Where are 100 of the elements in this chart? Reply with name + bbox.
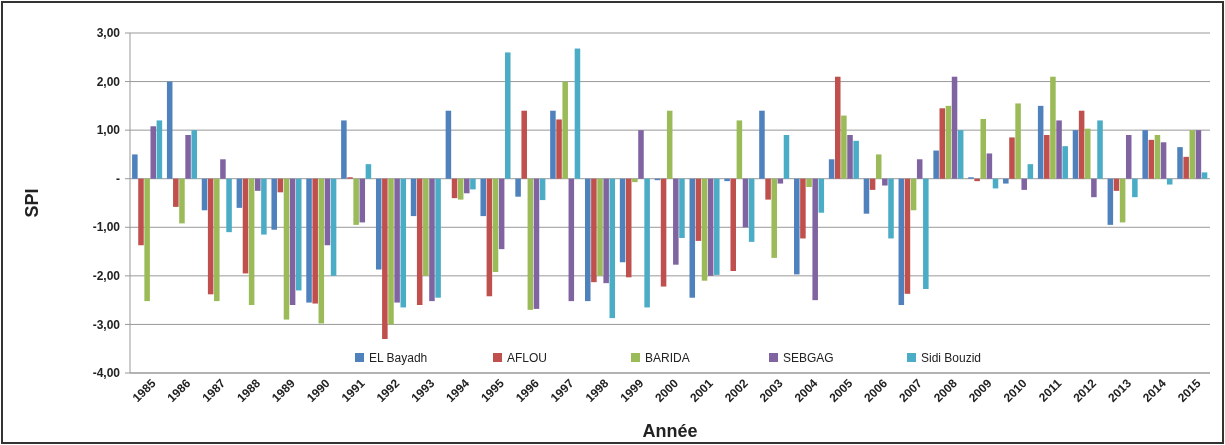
bar <box>625 178 632 278</box>
bar <box>156 120 163 179</box>
bar <box>724 178 730 182</box>
bar <box>318 178 325 324</box>
bar <box>341 120 347 179</box>
bar <box>185 135 191 179</box>
bar <box>904 178 911 294</box>
bar <box>1177 147 1183 179</box>
bar <box>1091 178 1097 198</box>
bar <box>1148 139 1155 179</box>
bar <box>533 178 540 309</box>
bar <box>853 140 859 179</box>
y-tick-label: -2,00 <box>92 269 121 284</box>
bar <box>306 178 312 303</box>
bar <box>660 178 667 287</box>
bar <box>464 178 470 194</box>
bar <box>1003 178 1009 184</box>
bar <box>324 178 331 246</box>
bar <box>515 178 521 197</box>
bar <box>574 48 581 179</box>
bar <box>835 76 841 179</box>
bar <box>220 159 226 179</box>
bar <box>416 178 423 305</box>
bar <box>1027 164 1034 179</box>
bar <box>888 178 894 239</box>
bar <box>261 178 267 235</box>
bar <box>295 178 302 291</box>
bar <box>923 178 929 289</box>
bar <box>423 178 429 276</box>
bar <box>375 178 382 270</box>
bar <box>179 178 185 224</box>
bar <box>492 178 499 272</box>
bar <box>1072 130 1079 179</box>
y-tick-label: 2,00 <box>96 74 121 89</box>
bar <box>828 159 835 179</box>
bar <box>818 178 825 213</box>
bar <box>847 135 853 179</box>
bar <box>353 178 359 225</box>
bar <box>283 178 290 320</box>
bar <box>236 178 243 208</box>
bar <box>527 178 534 310</box>
bar <box>695 178 702 241</box>
bar <box>1113 178 1120 191</box>
bar <box>679 178 685 238</box>
bar <box>1183 156 1189 179</box>
bar <box>609 178 616 319</box>
bar <box>980 118 987 179</box>
y-tick-label: - <box>116 171 120 186</box>
bar <box>1037 105 1044 179</box>
bar <box>1107 178 1114 225</box>
bar <box>480 178 487 217</box>
bar <box>945 105 952 179</box>
legend-label: SEBGAG <box>783 351 834 365</box>
bar <box>673 178 679 265</box>
bar <box>400 178 407 308</box>
bar <box>707 178 714 276</box>
bar <box>1166 178 1173 185</box>
bar <box>498 178 505 250</box>
bar <box>138 178 144 246</box>
bar <box>736 120 743 179</box>
y-tick-label: 1,00 <box>96 123 121 138</box>
bar <box>289 178 296 305</box>
y-axis-title: SPI <box>22 188 42 218</box>
bar <box>644 178 650 308</box>
bar <box>748 178 755 242</box>
bar <box>271 178 277 230</box>
bar <box>1085 128 1091 179</box>
bar <box>429 178 435 302</box>
bar <box>701 178 708 281</box>
bar <box>591 178 597 283</box>
bar <box>666 110 673 179</box>
bar <box>1056 120 1062 179</box>
bar <box>445 110 452 179</box>
bar <box>632 178 638 183</box>
bar <box>777 178 784 184</box>
bar <box>191 130 197 179</box>
y-tick-label: -4,00 <box>92 366 121 381</box>
y-tick-label: -1,00 <box>92 220 121 235</box>
bar <box>794 178 800 275</box>
bar <box>638 130 644 179</box>
bar <box>150 126 157 179</box>
bar <box>1009 137 1015 179</box>
bar <box>330 178 337 276</box>
bar <box>166 81 173 179</box>
bar <box>1189 130 1196 179</box>
bar <box>486 178 493 297</box>
bar <box>714 178 720 275</box>
bar <box>132 154 138 179</box>
bar <box>144 178 150 302</box>
bar <box>382 178 388 339</box>
bar <box>457 178 464 200</box>
y-tick-label: 3,00 <box>96 26 121 41</box>
bar <box>689 178 696 298</box>
bar <box>1044 135 1050 179</box>
legend-label: AFLOU <box>507 351 548 365</box>
bar <box>841 115 847 179</box>
bar <box>255 178 261 191</box>
bar <box>521 110 527 179</box>
bar <box>584 178 591 302</box>
bar <box>505 52 511 179</box>
